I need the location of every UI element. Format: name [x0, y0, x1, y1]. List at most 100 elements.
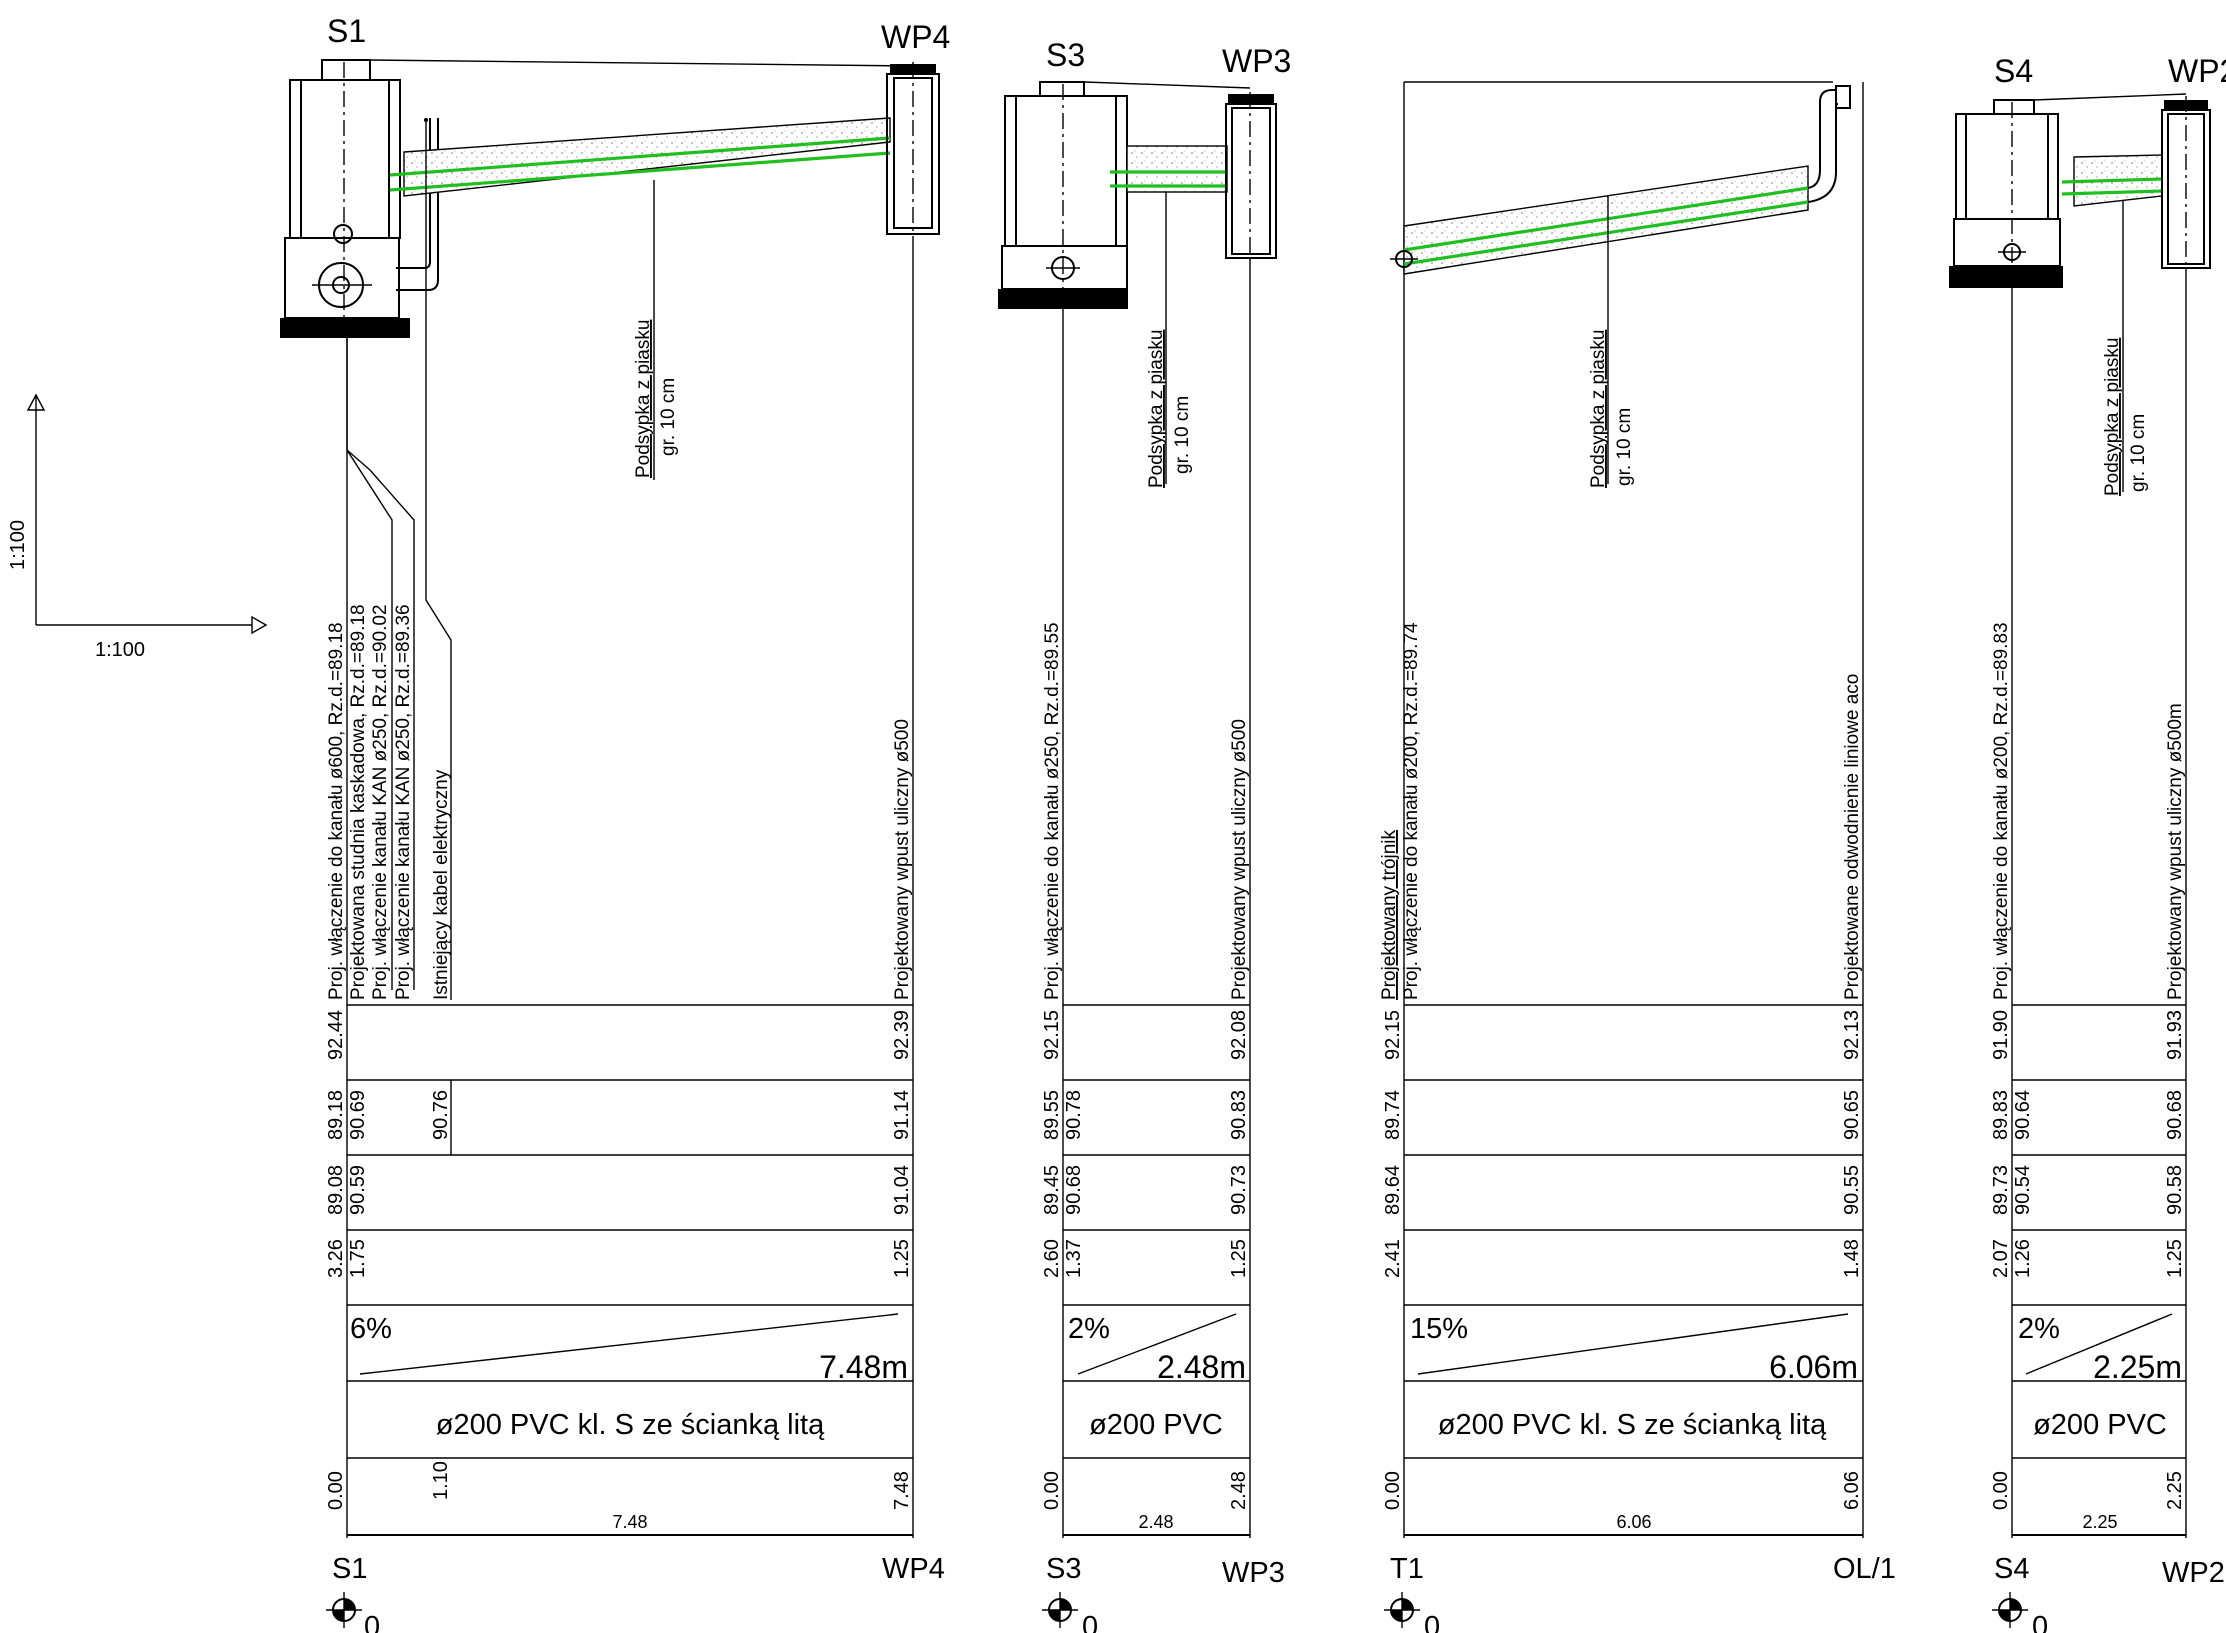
p2-pipe: ø200 PVC	[1089, 1409, 1223, 1441]
p3-terrain-start: 92.15	[1382, 1010, 1404, 1060]
profile-3-annotation-2: Proj. włączenie do kanału ø200, Rz.d.=89…	[1401, 622, 1422, 1000]
profile-4-annotation-1: Proj. włączenie do kanału ø200, Rz.d.=89…	[1991, 622, 2012, 1000]
p4-terrain-start: 91.90	[1990, 1010, 2012, 1060]
p4-depth-end: 1.25	[2164, 1239, 2186, 1278]
benchmark-icon	[326, 1592, 362, 1628]
horizontal-scale-label: 1:100	[95, 639, 145, 661]
p4-dist-end: 2.25	[2164, 1471, 2186, 1510]
p1-depth-a: 3.26	[325, 1239, 347, 1278]
p4-top-start-b: 90.64	[2012, 1090, 2034, 1140]
p1-length: 7.48m	[819, 1349, 908, 1385]
p1-terrain-end: 92.39	[891, 1010, 913, 1060]
p4-bottom-end: 90.58	[2164, 1165, 2186, 1215]
p2-top-start-a: 89.55	[1041, 1090, 1063, 1140]
p4-length: 2.25m	[2093, 1349, 2182, 1385]
profile-1-top-start-label: S1	[327, 13, 366, 49]
scale-indicator: 1:100 1:100	[7, 393, 268, 661]
profile-2-top-end-label: WP3	[1222, 43, 1291, 79]
p2-depth-a: 2.60	[1041, 1239, 1063, 1278]
p3-benchmark-label: 0	[1424, 1611, 1440, 1633]
benchmark-icon	[1384, 1592, 1420, 1628]
street-inlet-wp4	[886, 62, 940, 236]
p3-pipe: ø200 PVC kl. S ze ścianką litą	[1438, 1409, 1827, 1441]
p4-pipe: ø200 PVC	[2033, 1409, 2167, 1441]
p4-depth-a: 2.07	[1990, 1239, 2012, 1278]
p4-slope: 2%	[2018, 1313, 2060, 1345]
p3-bottom-start: 89.64	[1382, 1165, 1404, 1215]
p1-dist-start: 0.00	[325, 1471, 347, 1510]
p3-depth-start: 2.41	[1382, 1239, 1404, 1278]
p1-bottom-end: 91.04	[891, 1165, 913, 1215]
p4-bottom-start-label: S4	[1994, 1553, 2029, 1585]
p2-length: 2.48m	[1157, 1349, 1246, 1385]
p4-top-end: 90.68	[2164, 1090, 2186, 1140]
p4-dist-start: 0.00	[1990, 1471, 2012, 1510]
profile-s3-wp3: S3 WP3 Podsypka z piasku gr. 10 cm Proj.…	[998, 37, 1291, 1633]
profile-1-annotation-5: Istniejący kabel elektryczny	[431, 769, 452, 1000]
profile-1-table: 92.44 92.39 89.18 90.69 90.76 91.14 89.0…	[325, 1004, 913, 1536]
sand-note-4-line-2: gr. 10 cm	[2128, 414, 2149, 492]
vertical-scale-label: 1:100	[7, 520, 29, 570]
sand-note-4-line-1: Podsypka z piasku	[2102, 338, 2123, 496]
p2-terrain-start: 92.15	[1041, 1010, 1063, 1060]
profile-4-top-start-label: S4	[1994, 53, 2033, 89]
p1-top-end: 91.14	[891, 1090, 913, 1140]
p2-bottom-start-label: S3	[1046, 1553, 1081, 1585]
p2-total: 2.48	[1138, 1512, 1173, 1532]
linear-drainage-outlet	[1807, 85, 1851, 203]
p2-dist-start: 0.00	[1041, 1471, 1063, 1510]
p1-bottom-start-a: 89.08	[325, 1165, 347, 1215]
p1-dist-mid: 1.10	[430, 1461, 452, 1500]
profile-2-top-start-label: S3	[1046, 37, 1085, 73]
p2-benchmark-label: 0	[1082, 1611, 1098, 1633]
p3-dist-end: 6.06	[1841, 1471, 1863, 1510]
p1-pipe: ø200 PVC kl. S ze ścianką litą	[436, 1409, 825, 1441]
profile-1-annotation-2: Projektowana studnia kaskadowa, Rz.d.=89…	[348, 604, 369, 1000]
p2-depth-end: 1.25	[1228, 1239, 1250, 1278]
profile-3-table: 92.15 92.13 89.74 90.65 89.64 90.55 2.41…	[1382, 1004, 1863, 1536]
profile-4-end-annotation: Projektowany wpust uliczny ø500m	[2165, 703, 2186, 1000]
street-inlet-wp3	[1225, 92, 1277, 260]
p2-top-start-b: 90.78	[1063, 1090, 1085, 1140]
p3-top-end: 90.65	[1841, 1090, 1863, 1140]
p4-bottom-start-a: 89.73	[1990, 1165, 2012, 1215]
p2-bottom-start-b: 90.68	[1063, 1165, 1085, 1215]
p1-bottom-end-label: WP4	[882, 1553, 945, 1585]
sand-note-3-line-1: Podsypka z piasku	[1588, 330, 1609, 488]
p4-benchmark-label: 0	[2032, 1611, 2048, 1633]
p2-bottom-start-a: 89.45	[1041, 1165, 1063, 1215]
p4-terrain-end: 91.93	[2164, 1010, 2186, 1060]
profile-1-end-annotation: Projektowany wpust uliczny ø500	[892, 719, 913, 1000]
p1-total: 7.48	[612, 1512, 647, 1532]
p3-terrain-end: 92.13	[1841, 1010, 1863, 1060]
profile-s4-wp2: S4 WP2 Podsypka z piasku gr. 10 cm Proj.…	[1949, 53, 2226, 1633]
p1-benchmark-label: 0	[364, 1611, 380, 1633]
p1-top-start-a: 89.18	[325, 1090, 347, 1140]
sand-note-3-line-2: gr. 10 cm	[1614, 408, 1635, 486]
p1-dist-end: 7.48	[891, 1471, 913, 1510]
profile-3-annotation-1: Projektowany trójnik	[1379, 829, 1400, 1000]
p2-depth-b: 1.37	[1063, 1239, 1085, 1278]
p1-top-start-b: 90.69	[347, 1090, 369, 1140]
p2-top-end: 90.83	[1228, 1090, 1250, 1140]
p3-dist-start: 0.00	[1382, 1471, 1404, 1510]
p4-top-start-a: 89.83	[1990, 1090, 2012, 1140]
profile-1-annotation-4: Proj. włączenie kanału KAN ø250, Rz.d.=8…	[393, 604, 414, 1000]
profile-1-top-end-label: WP4	[881, 19, 950, 55]
p1-top-mid: 90.76	[430, 1090, 452, 1140]
p4-depth-b: 1.26	[2012, 1239, 2034, 1278]
p3-depth-end: 1.48	[1841, 1239, 1863, 1278]
profile-4-table: 91.90 91.93 89.83 90.64 90.68 89.73 90.5…	[1990, 1004, 2186, 1536]
p3-bottom-start-label: T1	[1390, 1553, 1424, 1585]
sand-note-1-line-2: gr. 10 cm	[658, 378, 679, 456]
p1-bottom-start-label: S1	[332, 1553, 367, 1585]
p4-bottom-end-label: WP2	[2162, 1557, 2225, 1589]
p3-bottom-end-label: OL/1	[1833, 1553, 1896, 1585]
p1-terrain-start: 92.44	[325, 1010, 347, 1060]
sand-note-2-line-2: gr. 10 cm	[1172, 396, 1193, 474]
profile-t1-ol1: Podsypka z piasku gr. 10 cm Projektowany…	[1379, 81, 1896, 1633]
manhole-s3	[998, 81, 1251, 309]
sand-note-2-line-1: Podsypka z piasku	[1146, 330, 1167, 488]
